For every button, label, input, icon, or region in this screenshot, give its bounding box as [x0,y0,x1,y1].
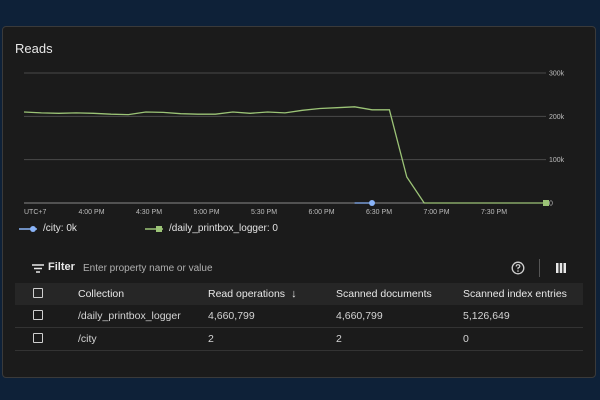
column-header-label: Scanned index entries [463,288,567,300]
column-header-collection[interactable]: Collection [78,283,208,305]
reads-cell: 4,660,799 [208,305,336,328]
reads-card: Reads 300k 200k 100k 0 UTC+7 4:00 PM 4:30 PM 5:… [2,26,596,378]
sort-descending-icon[interactable]: ↓ [291,288,297,300]
filter-input[interactable] [83,259,383,277]
column-header-label: Scanned documents [336,288,432,300]
collection-cell[interactable]: /daily_printbox_logger [78,305,208,328]
column-header-scanned-index-entries[interactable]: Scanned index entries [463,283,583,305]
scanned-docs-cell: 4,660,799 [336,305,463,328]
legend-logger[interactable]: /daily_printbox_logger: 0 [145,223,278,234]
row-checkbox[interactable] [33,309,43,320]
row-checkbox[interactable] [33,332,43,343]
legend-city-label: /city: 0k [43,223,77,234]
x-tick-label: 4:30 PM [136,209,162,216]
column-header-label: Read operations [208,288,286,300]
x-tick-label: 5:30 PM [251,209,277,216]
x-tick-label: 6:30 PM [366,209,392,216]
series-marker-logger [543,200,549,206]
legend-logger-label: /daily_printbox_logger: 0 [169,223,278,234]
table-row[interactable]: /daily_printbox_logger 4,660,799 4,660,7… [15,305,583,328]
scanned-docs-cell: 2 [336,327,463,351]
collection-cell[interactable]: /city [78,327,208,351]
help-icon[interactable] [511,261,525,275]
x-tick-label: 5:00 PM [193,209,219,216]
scanned-index-cell: 0 [463,327,583,351]
column-header-label: Collection [78,288,125,300]
table-row[interactable]: /city 2 2 0 [15,327,583,351]
column-header-read-operations[interactable]: Read operations ↓ [208,283,336,305]
row-select-cell [15,327,78,351]
row-select-cell [15,305,78,328]
column-header-scanned-documents[interactable]: Scanned documents [336,283,463,305]
filter-icon[interactable] [32,264,44,273]
legend-city[interactable]: /city: 0k [19,223,77,234]
legend-city-marker [19,225,37,232]
x-tick-label: 7:30 PM [481,209,507,216]
x-tick-label: 4:00 PM [78,209,104,216]
column-display-icon[interactable] [556,263,566,273]
y-tick-label: 100k [549,157,565,164]
reads-cell: 2 [208,327,336,351]
x-tick-label: 6:00 PM [308,209,334,216]
y-tick-label: 300k [549,71,565,78]
y-tick-label: 0 [549,201,553,208]
card-title: Reads [15,41,53,56]
series-line-logger [23,106,546,204]
filter-bar: Filter [3,255,595,281]
filter-label[interactable]: Filter [48,261,75,273]
collections-table: Collection Read operations ↓ Scanned docu… [15,283,583,351]
scanned-index-cell: 5,126,649 [463,305,583,328]
select-all-checkbox[interactable] [33,287,43,298]
x-tick-label: 7:00 PM [423,209,449,216]
table-header-row: Collection Read operations ↓ Scanned docu… [15,283,583,305]
series-marker-city [369,200,375,206]
x-tick-label: UTC+7 [24,209,46,216]
y-tick-label: 200k [549,114,565,121]
toolbar-divider [539,259,540,277]
legend-logger-marker [145,225,163,232]
reads-chart: 300k 200k 100k 0 UTC+7 4:00 PM 4:30 PM 5:00 PM 5… [23,71,565,216]
select-all-cell [15,283,78,305]
